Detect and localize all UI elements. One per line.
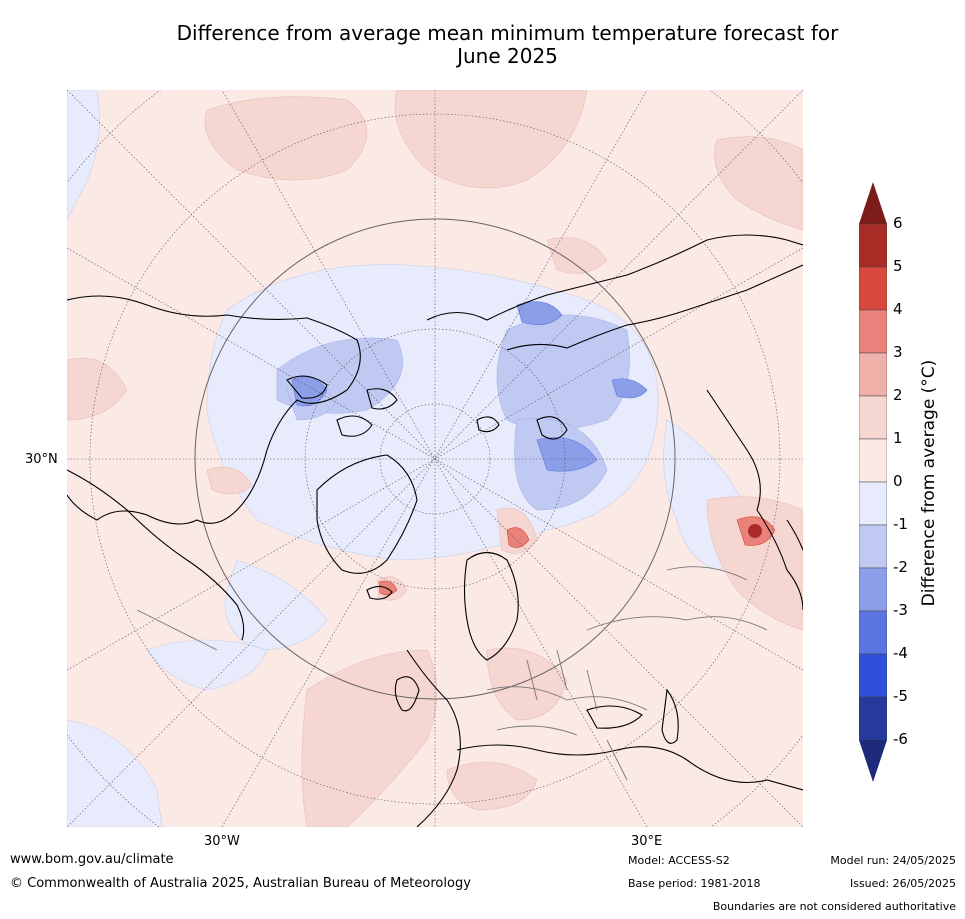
colorbar-band bbox=[859, 696, 887, 741]
website-link[interactable]: www.bom.gov.au/climate bbox=[10, 852, 174, 867]
model-text: Model: ACCESS-S2 bbox=[628, 854, 730, 867]
coast-alaska bbox=[67, 469, 245, 641]
colorbar-tick-label: 2 bbox=[893, 386, 903, 404]
colorbar-extend-top bbox=[859, 182, 887, 224]
region-barents-dark bbox=[516, 301, 563, 326]
latitude-circle-50 bbox=[89, 113, 781, 805]
anomaly-dark-blue-regions bbox=[291, 301, 648, 472]
region-alaska-pink bbox=[206, 466, 253, 495]
region-mediterranean-pink bbox=[446, 761, 538, 811]
colorbar-tick-label: 6 bbox=[893, 214, 903, 232]
meridian-60e bbox=[67, 247, 803, 671]
region-west-pacific-blue bbox=[67, 90, 100, 221]
coast-uk bbox=[394, 676, 420, 712]
coastlines bbox=[67, 234, 803, 827]
country-borders bbox=[136, 566, 768, 781]
region-southwest-blue bbox=[67, 719, 163, 827]
colorbar-tick-label: -4 bbox=[893, 644, 908, 662]
coast-east-asia bbox=[706, 389, 803, 611]
colorbar-tick-label: 5 bbox=[893, 257, 903, 275]
colorbar-band bbox=[859, 610, 887, 655]
base-period-text: Base period: 1981-2018 bbox=[628, 877, 761, 890]
coast-iceland bbox=[366, 585, 393, 600]
forecast-map bbox=[67, 90, 803, 827]
coast-europe bbox=[406, 649, 461, 827]
coast-novaya-zemlya bbox=[536, 416, 568, 440]
border-russia-kazakhstan bbox=[586, 616, 768, 631]
region-iceland-red bbox=[378, 580, 398, 596]
region-siberia-blue bbox=[496, 314, 630, 431]
colorbar-band bbox=[859, 567, 887, 612]
coast-north-america bbox=[67, 295, 361, 525]
coast-scandinavia bbox=[463, 551, 519, 661]
region-far-east-pink bbox=[714, 136, 803, 231]
colorbar-tick-label: -3 bbox=[893, 601, 908, 619]
issued-text: Issued: 26/05/2025 bbox=[849, 877, 956, 890]
disclaimer-text: Boundaries are not considered authoritat… bbox=[712, 900, 956, 913]
colorbar-tick-label: -1 bbox=[893, 515, 908, 533]
region-north-east-pink bbox=[394, 90, 588, 189]
coast-eurasia bbox=[426, 234, 803, 321]
colorbar-band bbox=[859, 653, 887, 698]
coast-greenland bbox=[316, 454, 418, 574]
colorbar-band bbox=[859, 309, 887, 354]
title-line-2: June 2025 bbox=[457, 44, 558, 68]
latitude-label: 30°N bbox=[25, 452, 58, 467]
colorbar-band bbox=[859, 395, 887, 440]
colorbar-band bbox=[859, 438, 887, 483]
region-yakutia-dark bbox=[611, 378, 648, 399]
colorbar-band bbox=[859, 524, 887, 569]
colorbar-band bbox=[859, 223, 887, 268]
coast-svalbard bbox=[476, 416, 500, 433]
anomaly-dark-red-regions bbox=[748, 524, 762, 538]
coast-mediterranean bbox=[456, 744, 803, 791]
region-siberia-pink bbox=[546, 237, 608, 274]
longitude-label-east: 30°E bbox=[631, 834, 663, 849]
colorbar-tick-label: 0 bbox=[893, 472, 903, 490]
border-europe-3 bbox=[526, 649, 628, 781]
region-norway-red bbox=[506, 527, 530, 548]
border-china-mongolia bbox=[666, 566, 748, 581]
latitude-circle-solid bbox=[194, 218, 676, 700]
colorbar-tick-label: -5 bbox=[893, 687, 908, 705]
coast-japan bbox=[786, 519, 803, 551]
coast-caspian bbox=[661, 688, 679, 744]
colorbar-tick-label: -2 bbox=[893, 558, 908, 576]
colorbar bbox=[859, 182, 887, 782]
colorbar-title: Difference from average (°C) bbox=[919, 359, 939, 607]
colorbar-tick-label: 3 bbox=[893, 343, 903, 361]
region-atlantic-pink bbox=[301, 649, 438, 827]
title-line-1: Difference from average mean minimum tem… bbox=[176, 21, 839, 45]
region-north-pacific-pink bbox=[204, 96, 368, 181]
region-korea-dark-red bbox=[748, 524, 762, 538]
coast-black-sea bbox=[586, 705, 643, 729]
coast-siberia-north bbox=[506, 264, 803, 351]
colorbar-band bbox=[859, 481, 887, 526]
border-europe-1 bbox=[486, 686, 648, 711]
border-canada-us bbox=[136, 609, 218, 651]
colorbar-band bbox=[859, 352, 887, 397]
region-north-america-pink bbox=[67, 357, 128, 421]
longitude-label-west: 30°W bbox=[204, 834, 240, 849]
border-europe-2 bbox=[496, 725, 578, 736]
copyright-text: © Commonwealth of Australia 2025, Austra… bbox=[10, 876, 471, 891]
colorbar-tick-label: 1 bbox=[893, 429, 903, 447]
region-atlantic-blue bbox=[224, 559, 328, 651]
coast-arctic-islands bbox=[286, 375, 398, 437]
region-hudson-dark bbox=[291, 376, 328, 407]
colorbar-tick-label: -6 bbox=[893, 730, 908, 748]
chart-title: Difference from average mean minimum tem… bbox=[100, 22, 915, 68]
map-svg bbox=[67, 90, 803, 827]
colorbar-extend-bottom bbox=[859, 740, 887, 782]
anomaly-pink-regions bbox=[67, 90, 803, 827]
colorbar-tick-label: 4 bbox=[893, 300, 903, 318]
colorbar-band bbox=[859, 266, 887, 311]
model-run-text: Model run: 24/05/2025 bbox=[830, 854, 956, 867]
graticule bbox=[67, 90, 803, 827]
region-east-asia-pink bbox=[706, 496, 803, 631]
